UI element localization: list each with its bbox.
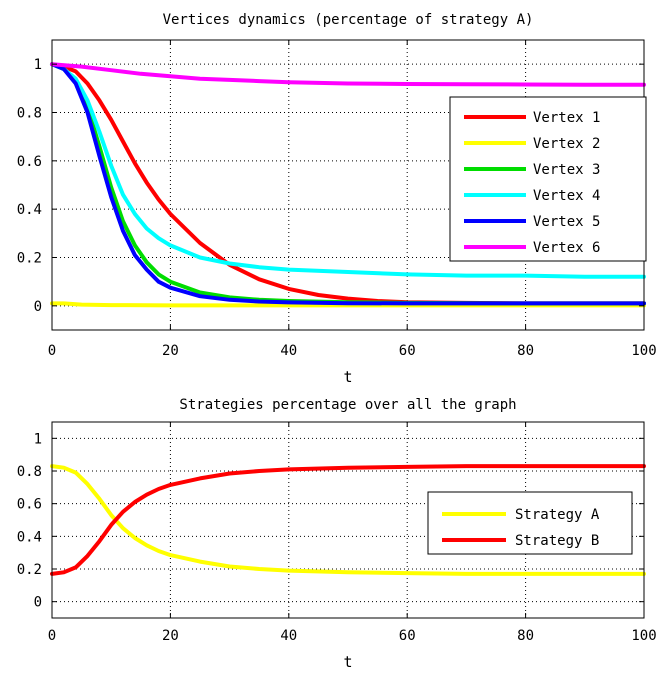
y-tick-label: 0.6 xyxy=(17,497,42,513)
legend-box xyxy=(449,96,647,262)
series-line-4 xyxy=(50,62,646,279)
x-tick-label: 0 xyxy=(48,343,56,359)
legend-label: Strategy A xyxy=(515,507,600,523)
chart-strategies-percentage: Strategies percentage over all the graph… xyxy=(17,397,657,671)
y-tick-label: 1 xyxy=(34,431,42,447)
x-axis-label: t xyxy=(343,653,352,671)
legend-label: Vertex 5 xyxy=(533,214,600,230)
x-axis-label: t xyxy=(343,368,352,386)
y-tick-label: 1 xyxy=(34,57,42,73)
y-tick-label: 0.6 xyxy=(17,154,42,170)
x-tick-label: 100 xyxy=(631,628,656,644)
x-tick-label: 80 xyxy=(517,343,534,359)
x-tick-label: 40 xyxy=(280,628,297,644)
y-tick-label: 0.8 xyxy=(17,464,42,480)
series-line-5 xyxy=(50,62,646,306)
x-tick-label: 60 xyxy=(399,628,416,644)
x-tick-label: 20 xyxy=(162,628,179,644)
series-line-2 xyxy=(50,464,646,576)
y-tick-label: 0 xyxy=(34,595,42,611)
x-tick-label: 0 xyxy=(48,628,56,644)
x-tick-label: 60 xyxy=(399,343,416,359)
chart-title: Vertices dynamics (percentage of strateg… xyxy=(163,12,534,28)
legend-box xyxy=(427,491,633,555)
legend-label: Vertex 6 xyxy=(533,240,600,256)
plot-frame xyxy=(51,421,645,619)
legend: Vertex 1 Vertex 2 Vertex 3 Vertex 4 Vertex 5… xyxy=(449,96,647,262)
x-tick-label: 80 xyxy=(517,628,534,644)
legend-label: Vertex 2 xyxy=(533,136,600,152)
chart-vertices-dynamics: Vertices dynamics (percentage of strateg… xyxy=(17,12,657,386)
legend-label: Vertex 1 xyxy=(533,110,600,126)
y-tick-label: 0.4 xyxy=(17,529,42,545)
legend-label: Strategy B xyxy=(515,533,599,549)
x-tick-label: 100 xyxy=(631,343,656,359)
y-tick-label: 0.2 xyxy=(17,251,42,267)
chart-title: Strategies percentage over all the graph xyxy=(179,397,516,413)
legend-label: Vertex 3 xyxy=(533,162,600,178)
y-tick-label: 0.2 xyxy=(17,562,42,578)
legend: Strategy A Strategy B xyxy=(427,491,633,555)
series-line-6 xyxy=(50,62,646,87)
y-tick-label: 0 xyxy=(34,299,42,315)
x-tick-label: 40 xyxy=(280,343,297,359)
y-tick-label: 0.8 xyxy=(17,106,42,122)
y-tick-label: 0.4 xyxy=(17,202,42,218)
series-line-1 xyxy=(50,464,646,576)
legend-label: Vertex 4 xyxy=(533,188,600,204)
x-tick-label: 20 xyxy=(162,343,179,359)
